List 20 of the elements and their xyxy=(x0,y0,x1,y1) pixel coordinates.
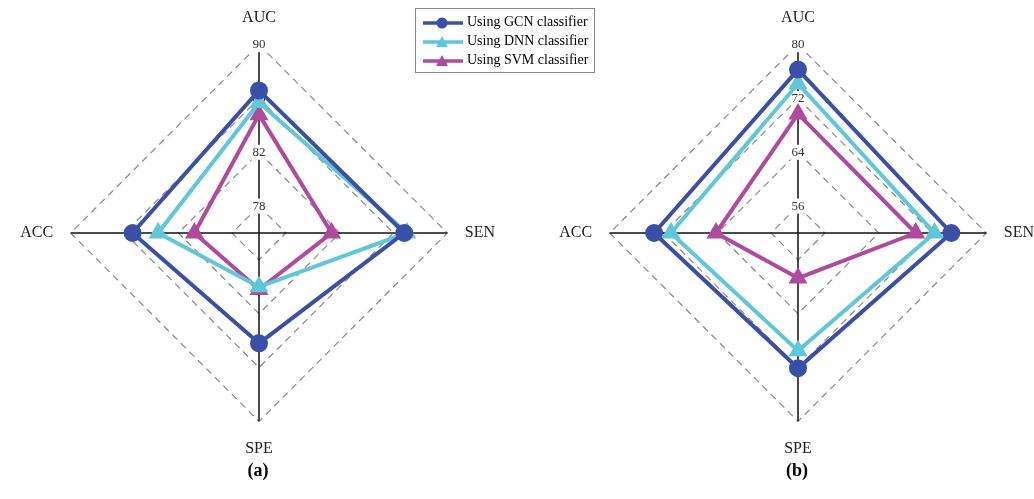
spoke-label: SEN xyxy=(464,223,496,241)
legend-label: Using DNN classifier xyxy=(467,33,589,48)
spoke-label: ACC xyxy=(559,223,593,241)
spoke-label: ACC xyxy=(20,223,54,241)
spoke-label: AUC xyxy=(242,7,276,25)
y-tick-label: 82 xyxy=(252,143,266,159)
spoke-label: SPE xyxy=(245,438,273,456)
y-tick-label: 64 xyxy=(791,143,805,159)
text: (b) xyxy=(785,460,809,481)
y-tick-label: 72 xyxy=(791,89,805,105)
legend-label: Using GCN classifier xyxy=(467,14,588,29)
y-tick-label: 78 xyxy=(252,197,266,213)
y-tick-label: 80 xyxy=(791,36,805,52)
text: (a) xyxy=(246,460,270,481)
y-tick-label: 56 xyxy=(791,197,805,213)
spoke-label: SEN xyxy=(1003,223,1034,241)
spoke-label: SPE xyxy=(784,438,812,456)
spoke-label: AUC xyxy=(781,7,815,25)
y-tick-label: 90 xyxy=(252,36,266,52)
legend-label: Using SVM classifier xyxy=(467,52,589,67)
